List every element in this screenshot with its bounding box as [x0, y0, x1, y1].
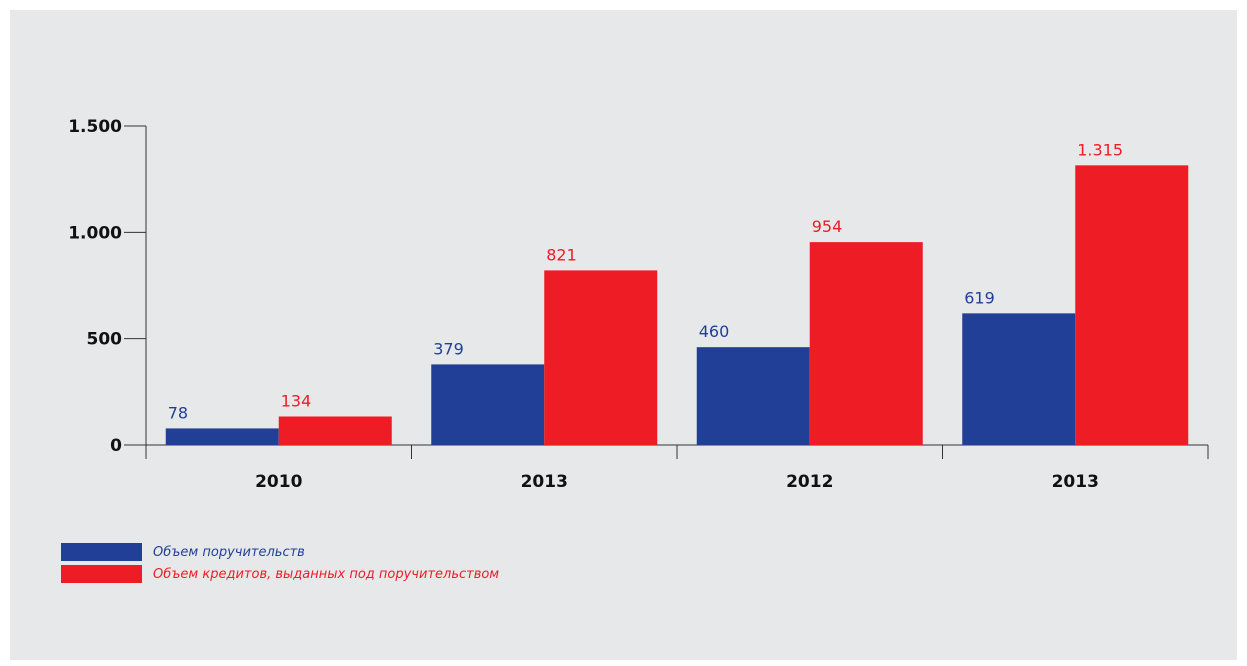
y-tick-label: 1.000 [68, 223, 122, 243]
bar-series-2 [278, 416, 392, 445]
data-label-series-2: 1.315 [1077, 140, 1123, 159]
bar-series-1 [962, 313, 1076, 445]
bar-series-2 [544, 270, 658, 445]
legend-label-series-1: Объем поручительств [153, 544, 305, 560]
x-category-label: 2013 [1052, 472, 1099, 492]
legend-swatch-series-1 [61, 543, 142, 561]
data-label-series-2: 134 [281, 392, 312, 411]
bar-series-1 [165, 428, 279, 445]
data-label-series-1: 78 [168, 403, 188, 422]
x-category-label: 2010 [255, 472, 302, 492]
chart-bars [165, 165, 1189, 446]
legend-item-series-2: Объем кредитов, выданных под поручительс… [61, 563, 499, 585]
bar-series-1 [696, 347, 810, 445]
bar-series-2 [1075, 165, 1189, 446]
data-label-series-1: 379 [433, 339, 464, 358]
bar-series-1 [431, 364, 545, 445]
y-tick-label: 1.500 [68, 117, 122, 137]
data-label-series-2: 821 [546, 245, 577, 264]
y-tick-label: 500 [87, 330, 123, 350]
legend-item-series-1: Объем поручительств [61, 541, 499, 563]
legend-label-series-2: Объем кредитов, выданных под поручительс… [153, 566, 500, 582]
data-label-series-2: 954 [812, 217, 843, 236]
x-category-label: 2013 [521, 472, 568, 492]
chart-labels: 0 500 1.000 1.500 78 134 2010 379 821 2013 460 954 2… [68, 117, 1123, 492]
x-category-label: 2012 [786, 472, 833, 492]
data-label-series-1: 619 [964, 288, 995, 307]
bar-series-2 [809, 242, 923, 445]
data-label-series-1: 460 [699, 322, 730, 341]
y-tick-label: 0 [110, 436, 122, 456]
legend-swatch-series-2 [61, 565, 142, 583]
chart-legend: Объем поручительств Объем кредитов, выда… [61, 541, 499, 585]
